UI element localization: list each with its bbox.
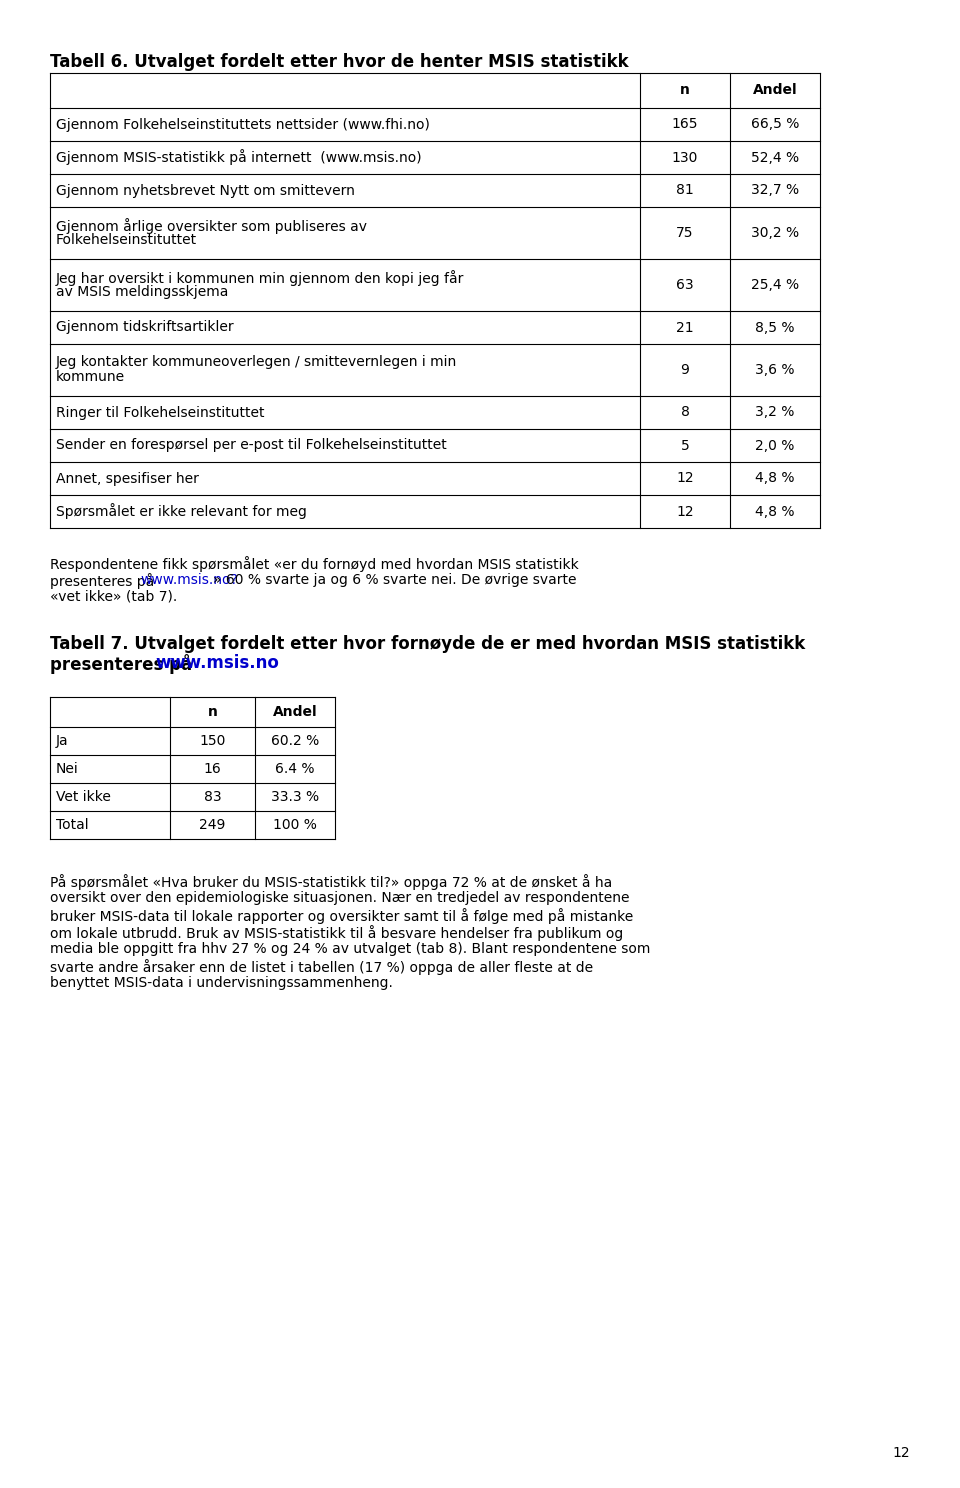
- Text: Ringer til Folkehelseinstituttet: Ringer til Folkehelseinstituttet: [56, 406, 265, 420]
- Text: 8: 8: [681, 406, 689, 420]
- Text: Spørsmålet er ikke relevant for meg: Spørsmålet er ikke relevant for meg: [56, 503, 307, 519]
- Text: 4,8 %: 4,8 %: [756, 472, 795, 485]
- Text: 2,0 %: 2,0 %: [756, 439, 795, 452]
- Text: 249: 249: [200, 818, 226, 832]
- Text: 3,6 %: 3,6 %: [756, 363, 795, 376]
- Text: 16: 16: [204, 762, 222, 777]
- Text: svarte andre årsaker enn de listet i tabellen (17 %) oppga de aller fleste at de: svarte andre årsaker enn de listet i tab…: [50, 958, 593, 975]
- Text: Gjennom nyhetsbrevet Nytt om smittevern: Gjennom nyhetsbrevet Nytt om smittevern: [56, 183, 355, 198]
- Text: Gjennom Folkehelseinstituttets nettsider (www.fhi.no): Gjennom Folkehelseinstituttets nettsider…: [56, 118, 430, 131]
- Text: kommune: kommune: [56, 371, 125, 384]
- Text: Ja: Ja: [56, 734, 68, 748]
- Text: På spørsmålet «Hva bruker du MSIS-statistikk til?» oppga 72 % at de ønsket å ha: På spørsmålet «Hva bruker du MSIS-statis…: [50, 873, 612, 890]
- Text: 150: 150: [200, 734, 226, 748]
- Text: Jeg kontakter kommuneoverlegen / smittevernlegen i min: Jeg kontakter kommuneoverlegen / smittev…: [56, 356, 457, 369]
- Text: www.msis.no?: www.msis.no?: [141, 573, 238, 586]
- Text: 12: 12: [676, 504, 694, 518]
- Text: 12: 12: [676, 472, 694, 485]
- Text: Gjennom årlige oversikter som publiseres av: Gjennom årlige oversikter som publiseres…: [56, 219, 367, 234]
- Text: media ble oppgitt fra hhv 27 % og 24 % av utvalget (tab 8). Blant respondentene : media ble oppgitt fra hhv 27 % og 24 % a…: [50, 942, 650, 955]
- Text: 9: 9: [681, 363, 689, 376]
- Text: www.msis.no: www.msis.no: [156, 655, 279, 673]
- Text: om lokale utbrudd. Bruk av MSIS-statistikk til å besvare hendelser fra publikum : om lokale utbrudd. Bruk av MSIS-statisti…: [50, 926, 623, 940]
- Text: 3,2 %: 3,2 %: [756, 406, 795, 420]
- Text: 60.2 %: 60.2 %: [271, 734, 319, 748]
- Text: 83: 83: [204, 790, 222, 804]
- Text: 32,7 %: 32,7 %: [751, 183, 799, 198]
- Text: presenteres på: presenteres på: [50, 573, 158, 589]
- Text: oversikt over den epidemiologiske situasjonen. Nær en tredjedel av respondentene: oversikt over den epidemiologiske situas…: [50, 891, 630, 905]
- Text: 6.4 %: 6.4 %: [276, 762, 315, 777]
- Text: Vet ikke: Vet ikke: [56, 790, 110, 804]
- Text: Gjennom tidskriftsartikler: Gjennom tidskriftsartikler: [56, 320, 233, 335]
- Text: Annet, spesifiser her: Annet, spesifiser her: [56, 472, 199, 485]
- Text: n: n: [207, 705, 217, 719]
- Text: 25,4 %: 25,4 %: [751, 278, 799, 292]
- Text: Total: Total: [56, 818, 88, 832]
- Text: Andel: Andel: [273, 705, 318, 719]
- Text: 130: 130: [672, 150, 698, 165]
- Text: Jeg har oversikt i kommunen min gjennom den kopi jeg får: Jeg har oversikt i kommunen min gjennom …: [56, 269, 465, 286]
- Text: 63: 63: [676, 278, 694, 292]
- Text: Sender en forespørsel per e-post til Folkehelseinstituttet: Sender en forespørsel per e-post til Fol…: [56, 439, 446, 452]
- Text: Andel: Andel: [753, 83, 798, 98]
- Text: Tabell 7. Utvalget fordelt etter hvor fornøyde de er med hvordan MSIS statistikk: Tabell 7. Utvalget fordelt etter hvor fo…: [50, 635, 805, 653]
- Text: 5: 5: [681, 439, 689, 452]
- Text: 21: 21: [676, 320, 694, 335]
- Text: av MSIS meldingsskjema: av MSIS meldingsskjema: [56, 286, 228, 299]
- Text: » 60 % svarte ja og 6 % svarte nei. De øvrige svarte: » 60 % svarte ja og 6 % svarte nei. De ø…: [213, 573, 577, 586]
- Text: 12: 12: [893, 1446, 910, 1460]
- Text: 100 %: 100 %: [273, 818, 317, 832]
- Text: n: n: [680, 83, 690, 98]
- Text: 66,5 %: 66,5 %: [751, 118, 799, 131]
- Text: benyttet MSIS-data i undervisningssammenheng.: benyttet MSIS-data i undervisningssammen…: [50, 976, 393, 990]
- Text: Tabell 6. Utvalget fordelt etter hvor de henter MSIS statistikk: Tabell 6. Utvalget fordelt etter hvor de…: [50, 54, 629, 71]
- Text: Respondentene fikk spørsmålet «er du fornøyd med hvordan MSIS statistikk: Respondentene fikk spørsmålet «er du for…: [50, 557, 579, 571]
- Text: 165: 165: [672, 118, 698, 131]
- Text: presenteres på: presenteres på: [50, 655, 198, 674]
- Text: Folkehelseinstituttet: Folkehelseinstituttet: [56, 234, 197, 247]
- Text: Nei: Nei: [56, 762, 79, 777]
- Text: 52,4 %: 52,4 %: [751, 150, 799, 165]
- Text: bruker MSIS-data til lokale rapporter og oversikter samt til å følge med på mist: bruker MSIS-data til lokale rapporter og…: [50, 908, 634, 924]
- Text: 4,8 %: 4,8 %: [756, 504, 795, 518]
- Text: 30,2 %: 30,2 %: [751, 226, 799, 240]
- Text: 33.3 %: 33.3 %: [271, 790, 319, 804]
- Text: 75: 75: [676, 226, 694, 240]
- Text: Gjennom MSIS-statistikk på internett  (www.msis.no): Gjennom MSIS-statistikk på internett (ww…: [56, 149, 421, 165]
- Text: 81: 81: [676, 183, 694, 198]
- Text: 8,5 %: 8,5 %: [756, 320, 795, 335]
- Text: «vet ikke» (tab 7).: «vet ikke» (tab 7).: [50, 591, 178, 604]
